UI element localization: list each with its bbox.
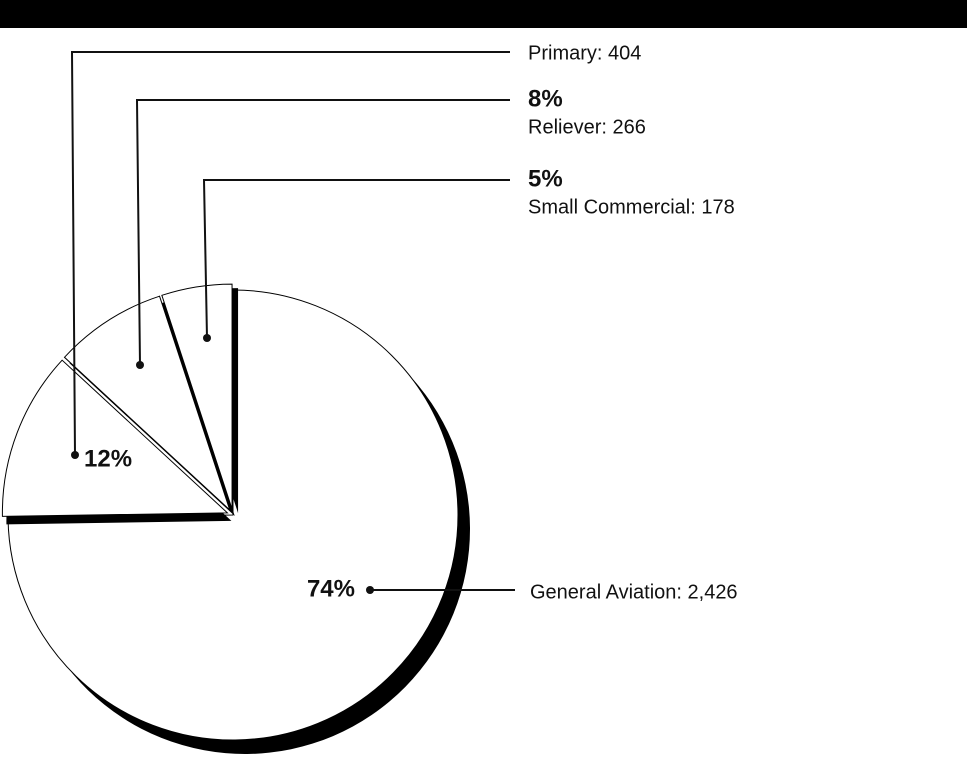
- slice: [1, 359, 229, 517]
- leader-dot: [366, 586, 374, 594]
- leader-line: [135, 99, 510, 366]
- slice: [7, 289, 459, 741]
- leader-dot: [203, 334, 211, 342]
- percent-label: 8%: [528, 85, 563, 112]
- top-bar: [0, 0, 967, 28]
- leader-dot: [71, 451, 79, 459]
- percent-label: 12%: [84, 445, 132, 472]
- category-label: Small Commercial: 178: [528, 196, 735, 218]
- percent-label: 5%: [528, 165, 563, 192]
- leader-line: [202, 179, 510, 339]
- slice: [161, 283, 233, 510]
- category-label: General Aviation: 2,426: [530, 581, 738, 603]
- leader-line: [70, 51, 510, 456]
- slice: [63, 295, 231, 512]
- percent-label: 74%: [307, 575, 355, 602]
- category-label: Reliever: 266: [528, 116, 646, 138]
- leader-dot: [136, 361, 144, 369]
- category-label: Primary: 404: [528, 42, 641, 64]
